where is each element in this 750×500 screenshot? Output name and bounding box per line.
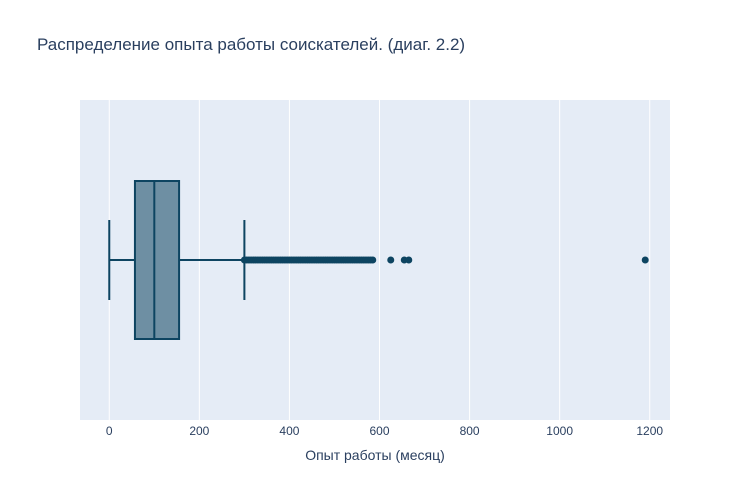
x-tick-label: 1200 bbox=[636, 424, 663, 438]
x-tick-label: 600 bbox=[369, 424, 389, 438]
outlier-point bbox=[369, 256, 377, 264]
x-tick-label: 800 bbox=[460, 424, 480, 438]
x-tick-label: 1000 bbox=[546, 424, 573, 438]
x-tick-labels: 0 200 400 600 800 1000 1200 bbox=[106, 424, 663, 438]
interquartile-box bbox=[133, 180, 181, 340]
x-axis-title: Опыт работы (месяц) bbox=[305, 447, 445, 463]
outlier-point bbox=[387, 256, 395, 264]
x-tick-label: 400 bbox=[279, 424, 299, 438]
x-tick-label: 200 bbox=[189, 424, 209, 438]
box-trace bbox=[108, 180, 649, 340]
outlier-point bbox=[405, 256, 413, 264]
chart-title: Распределение опыта работы соискателей. … bbox=[37, 35, 465, 54]
x-tick-label: 0 bbox=[106, 424, 113, 438]
outlier-point bbox=[641, 256, 649, 264]
